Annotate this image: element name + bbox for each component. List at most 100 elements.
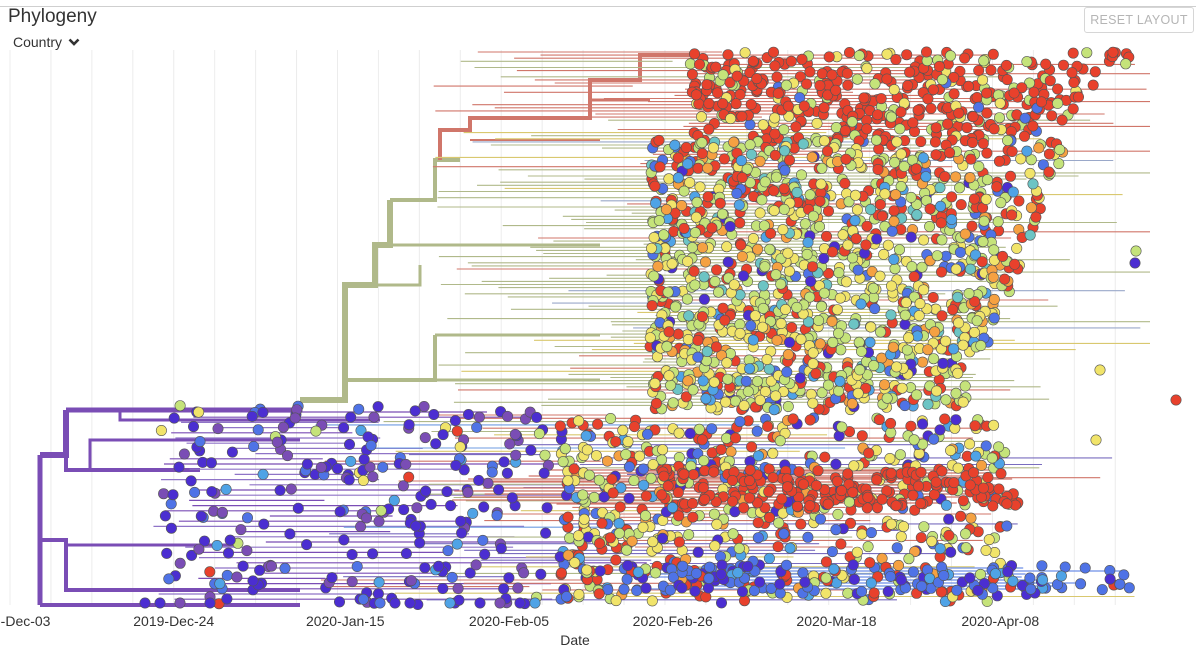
tree-tip	[774, 578, 786, 590]
tree-tip	[944, 147, 956, 159]
tree-tip	[980, 193, 992, 205]
tree-tip	[950, 387, 962, 399]
tree-tip	[937, 357, 949, 369]
tree-tip	[444, 597, 456, 609]
tree-tip	[397, 480, 409, 492]
tree-tip	[918, 284, 930, 296]
tree-tip	[761, 353, 773, 365]
tree-tip	[973, 161, 985, 173]
tree-tip	[326, 572, 338, 584]
color-by-dropdown[interactable]: Country	[13, 34, 80, 50]
tree-tip	[804, 500, 816, 512]
tree-tip	[510, 449, 522, 461]
tree-tip	[709, 275, 721, 287]
tree-tip	[1118, 569, 1130, 581]
tree-tip	[617, 424, 629, 436]
tree-tip	[701, 345, 713, 357]
tree-tip	[918, 521, 930, 533]
tree-tip	[806, 261, 818, 273]
tree-tip	[450, 459, 462, 471]
tree-tip	[648, 232, 660, 244]
tree-tip	[818, 287, 830, 299]
tree-tip	[698, 293, 710, 305]
tree-tip	[237, 560, 249, 572]
tree-tip	[965, 153, 977, 165]
tree-tip	[946, 214, 958, 226]
tree-tip	[1036, 96, 1048, 108]
tree-tip	[1129, 257, 1141, 269]
tree-tip	[846, 398, 858, 410]
tree-tip	[702, 162, 714, 174]
tree-tips[interactable]	[139, 46, 1182, 610]
tree-tip	[841, 67, 853, 79]
tree-tip	[972, 584, 984, 596]
tree-tip	[221, 593, 233, 605]
tree-tip	[909, 546, 921, 558]
tree-tip	[767, 447, 779, 459]
tree-tip	[696, 434, 708, 446]
tree-tip	[744, 177, 756, 189]
tree-tip	[252, 424, 264, 436]
tree-tip	[721, 241, 733, 253]
tree-tip	[724, 221, 736, 233]
tree-tip	[885, 309, 897, 321]
tree-tip	[756, 194, 768, 206]
tree-tip	[885, 518, 897, 530]
tree-tip	[257, 468, 269, 480]
tree-tip	[638, 479, 650, 491]
tree-tip	[939, 171, 951, 183]
tree-tip	[762, 420, 774, 432]
tree-tip	[343, 474, 355, 486]
tree-tip	[656, 489, 668, 501]
tree-tip	[922, 93, 934, 105]
tree-tip	[621, 544, 633, 556]
tree-tip	[913, 447, 925, 459]
tree-tip	[652, 260, 664, 272]
tree-tip	[284, 528, 296, 540]
tree-tip	[452, 582, 464, 594]
tree-tip	[959, 228, 971, 240]
tree-tip	[757, 302, 769, 314]
tree-tip	[908, 434, 920, 446]
tree-tip	[525, 444, 537, 456]
tree-tip	[689, 585, 701, 597]
tree-tip	[908, 271, 920, 283]
tree-tip	[744, 119, 756, 131]
tree-tip	[678, 185, 690, 197]
tree-tip	[907, 117, 919, 129]
tree-tip	[983, 534, 995, 546]
tree-tip	[620, 448, 632, 460]
tree-tip	[796, 53, 808, 65]
tree-tip	[868, 291, 880, 303]
tree-tip	[971, 315, 983, 327]
tree-tip	[746, 441, 758, 453]
tree-tip	[735, 239, 747, 251]
tree-tip	[975, 340, 987, 352]
reset-layout-button[interactable]: RESET LAYOUT	[1084, 7, 1194, 33]
tree-tip	[257, 406, 269, 418]
tree-tip	[867, 282, 879, 294]
tree-tip	[345, 455, 357, 467]
tree-tip	[331, 463, 343, 475]
tree-tip	[658, 470, 670, 482]
tree-tip	[1018, 130, 1030, 142]
tree-tip	[165, 498, 177, 510]
tree-tip	[649, 180, 661, 192]
tree-tip	[782, 349, 794, 361]
tree-tip	[994, 97, 1006, 109]
tree-tip	[847, 252, 859, 264]
tree-tip	[865, 321, 877, 333]
tree-tip	[863, 447, 875, 459]
tree-tip	[991, 181, 1003, 193]
tree-tip	[911, 389, 923, 401]
tree-tip	[745, 99, 757, 111]
tree-tip	[964, 438, 976, 450]
tree-tip	[779, 164, 791, 176]
tree-tip	[708, 376, 720, 388]
tree-tip	[727, 528, 739, 540]
tree-tip	[418, 400, 430, 412]
tree-tip	[950, 171, 962, 183]
tree-tip	[696, 311, 708, 323]
tree-tip	[206, 486, 218, 498]
